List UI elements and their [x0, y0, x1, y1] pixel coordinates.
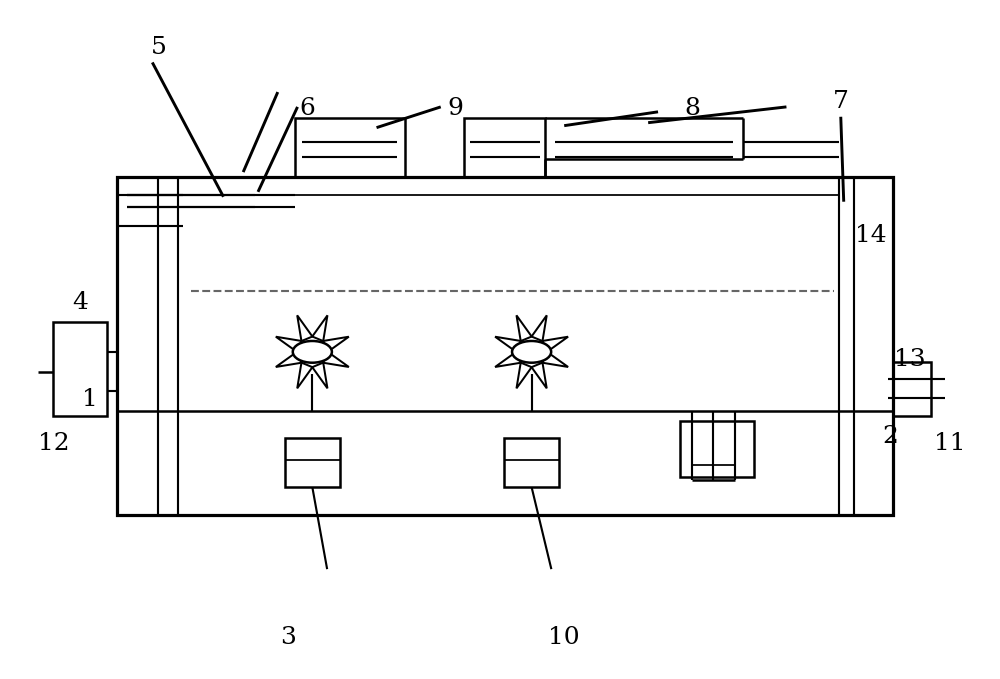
Text: 2: 2: [882, 425, 898, 448]
Text: 13: 13: [894, 348, 926, 371]
Bar: [53, 323, 107, 416]
Polygon shape: [495, 352, 521, 367]
Text: 6: 6: [299, 96, 315, 120]
Polygon shape: [297, 315, 312, 341]
Text: 8: 8: [685, 96, 701, 120]
Polygon shape: [542, 337, 568, 352]
Polygon shape: [495, 337, 521, 352]
Ellipse shape: [293, 341, 332, 363]
Text: 7: 7: [833, 90, 849, 113]
Bar: [295, 117, 405, 177]
Bar: [504, 438, 559, 487]
Polygon shape: [312, 315, 327, 341]
Text: 3: 3: [280, 627, 296, 649]
Polygon shape: [312, 363, 327, 388]
Polygon shape: [516, 315, 532, 341]
Text: 12: 12: [38, 432, 69, 455]
Text: 9: 9: [448, 96, 463, 120]
Text: 1: 1: [82, 388, 98, 411]
Bar: [285, 438, 340, 487]
Text: 4: 4: [72, 291, 88, 314]
Polygon shape: [276, 352, 302, 367]
Bar: [680, 421, 754, 477]
Text: 5: 5: [151, 36, 167, 59]
Polygon shape: [297, 363, 312, 388]
Bar: [117, 177, 893, 515]
Polygon shape: [323, 337, 349, 352]
Polygon shape: [532, 363, 547, 388]
Text: 14: 14: [855, 224, 886, 247]
Bar: [464, 117, 545, 177]
Text: 10: 10: [548, 627, 580, 649]
Polygon shape: [323, 352, 349, 367]
Polygon shape: [532, 315, 547, 341]
Text: 11: 11: [934, 432, 965, 455]
Ellipse shape: [512, 341, 551, 363]
Polygon shape: [542, 352, 568, 367]
Polygon shape: [276, 337, 302, 352]
Polygon shape: [516, 363, 532, 388]
Bar: [893, 362, 931, 416]
